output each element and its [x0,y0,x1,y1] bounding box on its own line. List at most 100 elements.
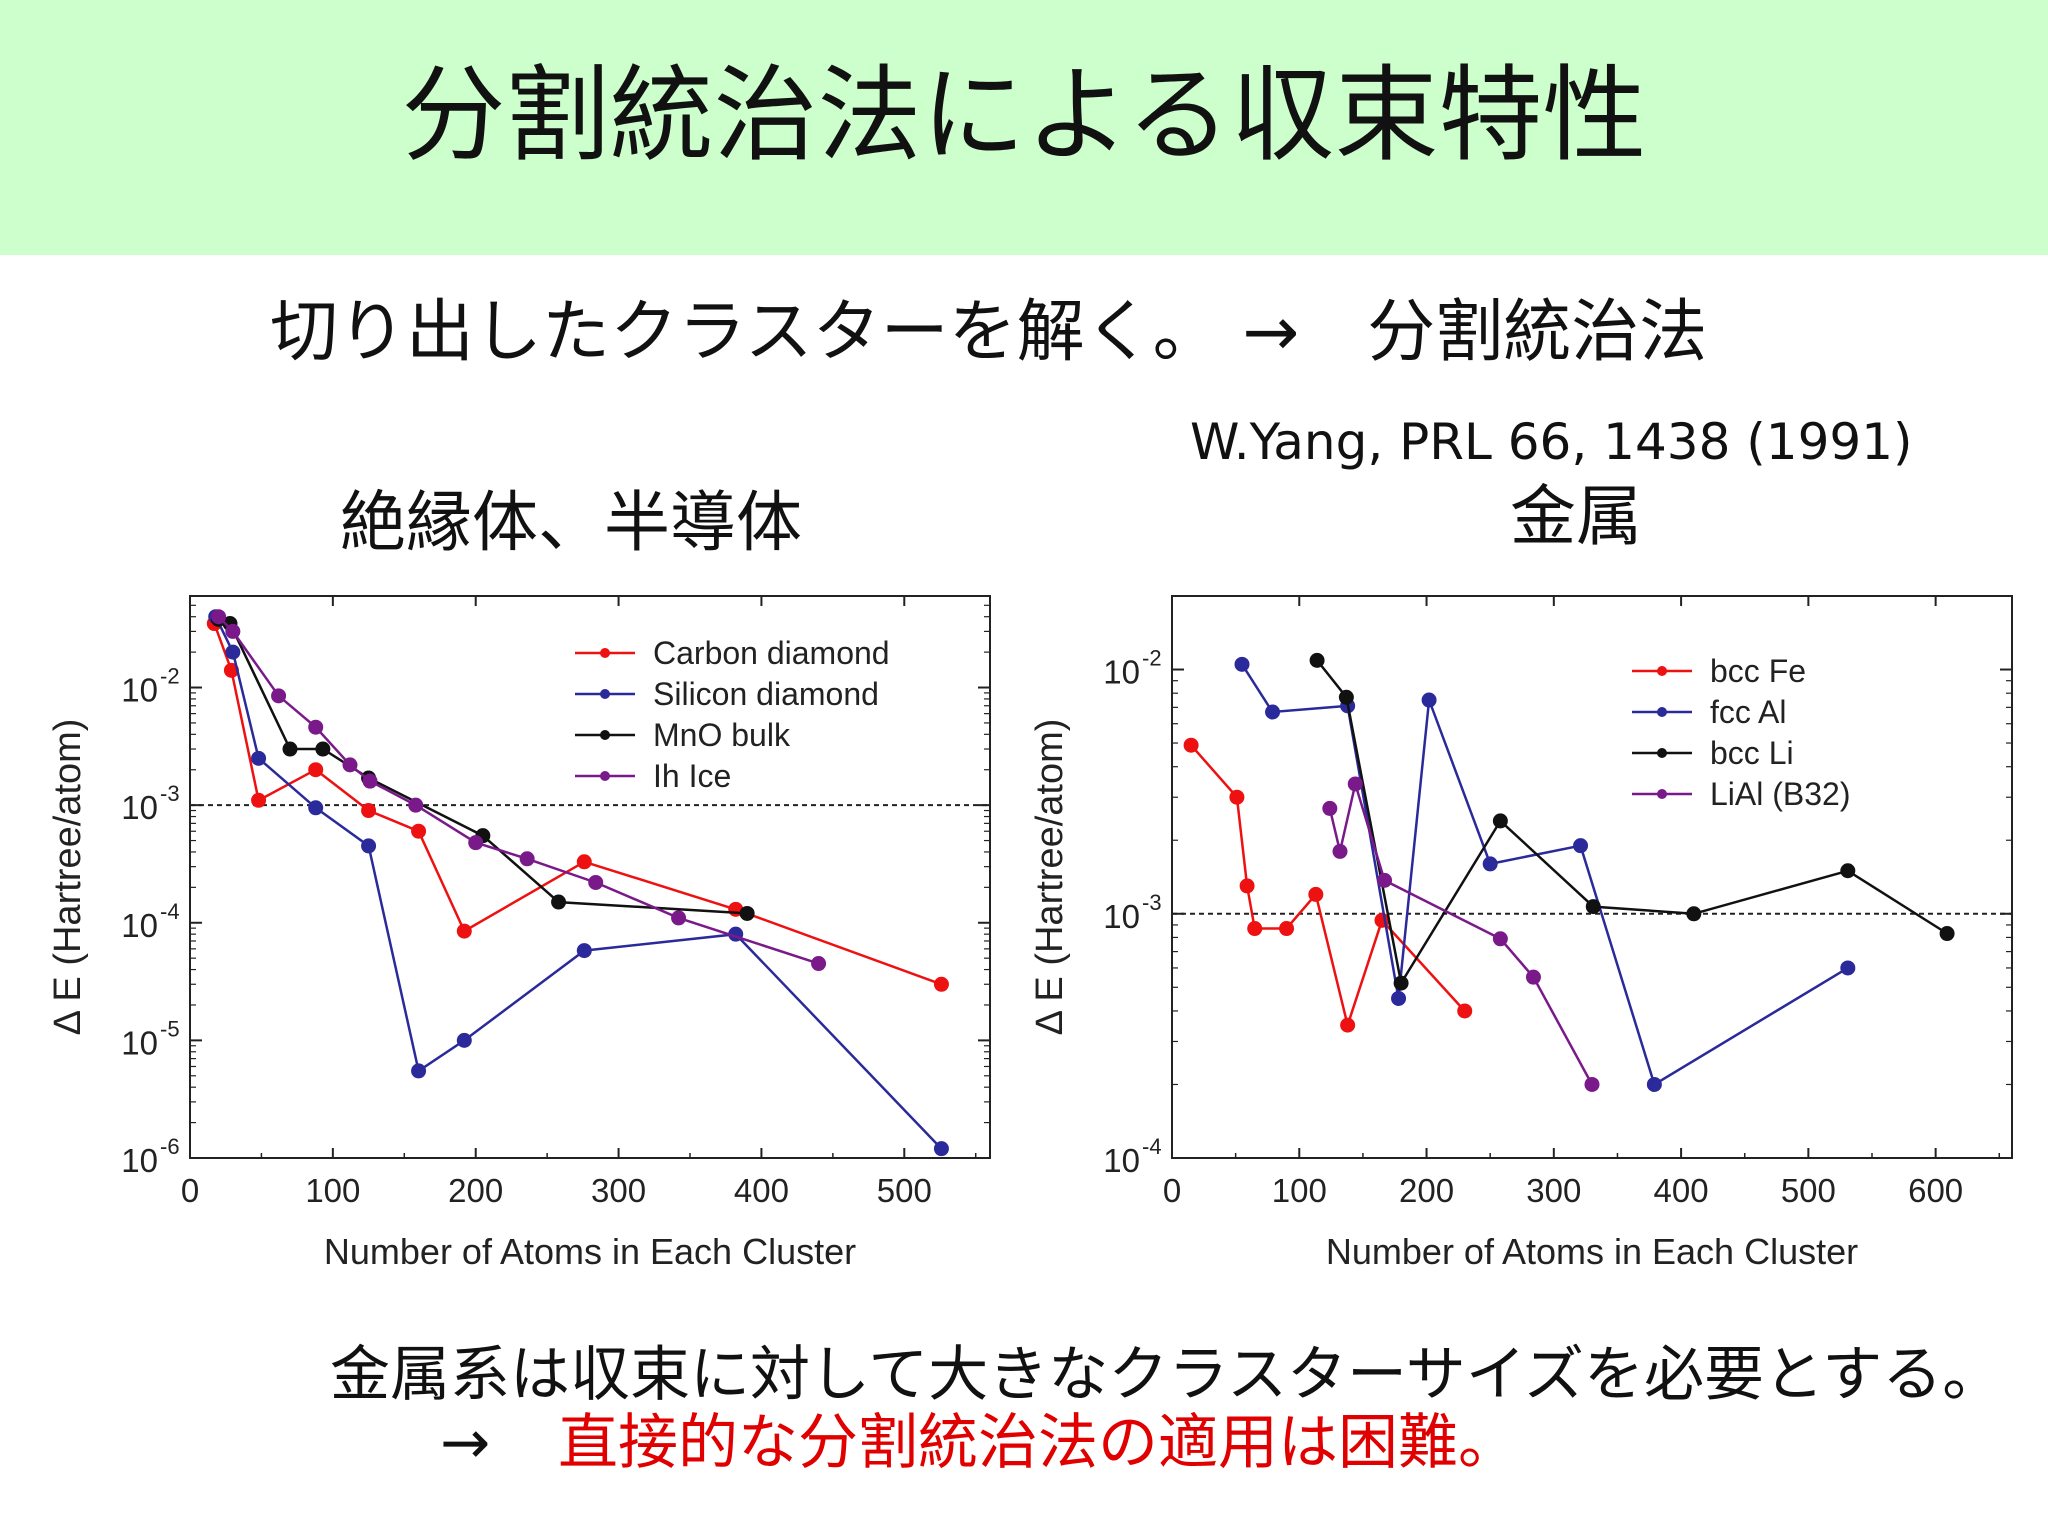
chart1-point-ih-ice [225,623,241,639]
chart2-point-lial-b32 [1322,800,1338,816]
chart1-point-ih-ice [362,773,378,789]
chart1-series-line-silicon-diamond [214,616,943,1150]
chart1-point-ih-ice [408,797,424,813]
chart2-y-tick-base: 10 [1103,898,1140,935]
chart1-point-carbon-diamond [456,923,472,939]
chart1-y-tick-exp: -2 [160,664,180,689]
chart2-point-bcc-li [1338,689,1354,705]
chart1-legend-marker-mno-bulk [600,730,610,740]
chart2-y-tick-exp: -4 [1142,1134,1162,1159]
chart2-plot-frame [1171,595,2013,1159]
chart1-point-silicon-diamond [251,750,267,766]
chart1-plot-frame [189,595,991,1159]
chart1-legend-label-silicon-diamond: Silicon diamond [653,676,879,712]
chart1-point-carbon-diamond [308,762,324,778]
chart1-y-tick-label: 10 -4 [121,899,179,944]
chart1-x-tick-label: 100 [305,1172,360,1209]
chart1-y-tick-base: 10 [121,672,158,709]
chart2-point-lial-b32 [1492,931,1508,947]
chart2-x-tick-label: 500 [1781,1172,1836,1209]
chart1-y-tick-exp: -6 [160,1134,180,1159]
chart1-point-silicon-diamond [456,1032,472,1048]
chart1-point-carbon-diamond [251,792,267,808]
chart2-point-lial-b32 [1525,969,1541,985]
chart1-y-tick-base: 10 [121,907,158,944]
chart1-point-ih-ice [671,910,687,926]
chart2-point-lial-b32 [1332,843,1348,859]
chart1-point-silicon-diamond [308,800,324,816]
chart2-x-tick-label: 0 [1163,1172,1181,1209]
subtitle: 切り出したクラスターを解く。 → 分割統治法 [270,293,1708,372]
chart2-legend-marker-bcc-li [1657,748,1667,758]
citation: W.Yang, PRL 66, 1438 (1991) [1190,413,1913,471]
chart2-point-bcc-li [1393,975,1409,991]
chart2-x-tick-label: 400 [1654,1172,1709,1209]
chart1-y-tick-exp: -4 [160,899,180,924]
chart1-x-tick-label: 300 [591,1172,646,1209]
chart1-point-ih-ice [519,851,535,867]
chart1-y-axis-label: Δ E (Hartree/atom) [47,719,89,1036]
chart1-legend-marker-ih-ice [600,771,610,781]
chart2-legend-marker-bcc-fe [1657,666,1667,676]
chart1-x-tick-label: 200 [448,1172,503,1209]
chart1-point-silicon-diamond [361,838,377,854]
chart1-series-line-ih-ice [217,615,819,965]
chart1-y-tick-label: 10 -3 [121,781,179,826]
chart2-point-fcc-al [1646,1076,1662,1092]
chart2-point-bcc-fe [1183,737,1199,753]
chart2-point-bcc-li [1309,652,1325,668]
chart1-legend-marker-silicon-diamond [600,689,610,699]
chart2-point-bcc-fe [1457,1003,1473,1019]
chart1-point-ih-ice [211,609,227,625]
chart1-point-mno-bulk [315,741,331,757]
chart1-point-mno-bulk [739,905,755,921]
chart2-point-bcc-li [1939,926,1955,942]
chart1-legend-label-carbon-diamond: Carbon diamond [653,635,890,671]
chart2-point-fcc-al [1234,656,1250,672]
chart2-point-bcc-fe [1229,789,1245,805]
chart1-y-tick-label: 10 -6 [121,1134,179,1179]
page-title: 分割統治法による収束特性 [401,54,1647,176]
chart1-point-mno-bulk [282,741,298,757]
chart2-y-tick-label: 10 -4 [1103,1134,1161,1179]
chart2-point-bcc-fe [1308,886,1324,902]
chart2-y-tick-base: 10 [1103,1142,1140,1179]
chart2-y-axis-label: Δ E (Hartree/atom) [1029,719,1071,1036]
chart1-point-silicon-diamond [576,943,592,959]
chart1-y-tick-label: 10 -2 [121,664,179,709]
chart1-x-tick-label: 400 [734,1172,789,1209]
title-bar [0,0,2048,255]
chart2-point-fcc-al [1391,990,1407,1006]
chart1-y-tick-base: 10 [121,789,158,826]
chart1-point-ih-ice [811,956,827,972]
chart2-x-tick-label: 300 [1526,1172,1581,1209]
chart2-point-fcc-al [1840,960,1856,976]
chart2-x-tick-label: 600 [1908,1172,1963,1209]
chart1-point-ih-ice [342,757,358,773]
chart1-point-silicon-diamond [411,1063,427,1079]
chart1-series-line-carbon-diamond [213,623,942,986]
chart1-point-ih-ice [271,688,287,704]
chart1-point-carbon-diamond [411,823,427,839]
chart2-y-tick-exp: -3 [1142,890,1162,915]
chart1-point-carbon-diamond [576,854,592,870]
chart2-x-tick-label: 100 [1272,1172,1327,1209]
chart2-point-lial-b32 [1377,872,1393,888]
chart2-point-bcc-li [1840,863,1856,879]
chart2-series-line-bcc-fe [1190,744,1466,1030]
chart1-y-tick-exp: -3 [160,781,180,806]
chart2-point-fcc-al [1573,838,1589,854]
chart1-point-mno-bulk [551,894,567,910]
chart1-legend-label-ih-ice: Ih Ice [653,758,731,794]
chart2-point-fcc-al [1482,856,1498,872]
chart1-legend-marker-carbon-diamond [600,648,610,658]
chart2-point-lial-b32 [1347,776,1363,792]
chart2-x-tick-label: 200 [1399,1172,1454,1209]
chart2-x-axis-label: Number of Atoms in Each Cluster [1326,1231,1858,1272]
chart1-x-tick-label: 500 [877,1172,932,1209]
chart2-legend-label-lial-b32: LiAl (B32) [1710,776,1851,812]
chart2-legend-marker-fcc-al [1657,707,1667,717]
chart1-point-carbon-diamond [933,976,949,992]
